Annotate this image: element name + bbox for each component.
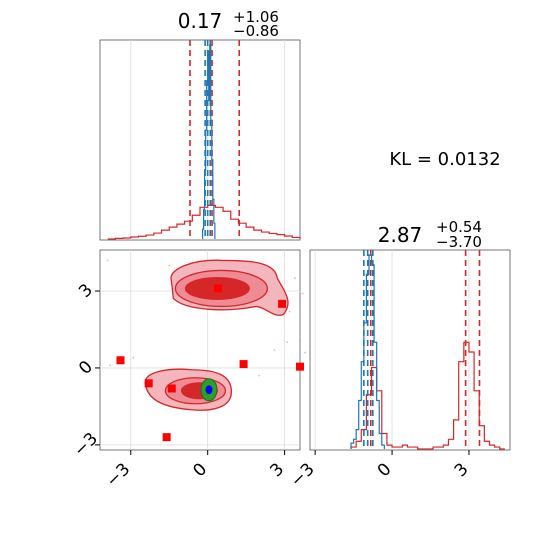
- panel-joint-markers: [116, 284, 304, 442]
- xtick-label: −3: [102, 459, 134, 491]
- sample-dot: [288, 310, 291, 313]
- sample-dot: [106, 259, 109, 262]
- marker-square: [239, 360, 248, 369]
- ytick-label: 0: [75, 357, 97, 379]
- panel-marginal-1-series: [107, 40, 301, 240]
- xtick-label: 0: [374, 459, 396, 481]
- panel-marginal-1-title: 0.17: [178, 9, 223, 33]
- panel-marginal-2-title-sup: +0.54: [436, 218, 482, 236]
- panel-marginal-2-grid: [314, 250, 470, 450]
- panel-marginal-2-series: [350, 250, 505, 450]
- sample-dot: [299, 336, 301, 339]
- sample-dot: [273, 349, 276, 351]
- panel-marginal-2-frame: [309, 249, 511, 451]
- sample-dot: [132, 356, 135, 359]
- ytick-label: −3: [70, 429, 102, 461]
- marker-square: [213, 284, 222, 293]
- panel-joint-yticks: −3 0 3: [70, 280, 102, 461]
- panel-joint-xticks: −3 0 3: [102, 450, 288, 491]
- panel-marginal-2-title: 2.87: [378, 223, 423, 247]
- sample-dot: [286, 341, 289, 344]
- sample-dot: [301, 292, 304, 295]
- panel-marginal-1-title-sup: +1.06: [233, 8, 279, 26]
- panel-marginal-1-title-sub: −0.86: [233, 22, 279, 40]
- ytick-label: 3: [75, 280, 97, 302]
- xtick-label: 3: [451, 459, 473, 481]
- marker-square: [116, 356, 125, 365]
- sample-dot: [168, 264, 171, 267]
- marker-square: [144, 379, 153, 388]
- xtick-label: 0: [189, 459, 211, 481]
- panel-joint-contours: [106, 259, 307, 411]
- panel-marginal-2-title-sub: −3.70: [436, 233, 482, 251]
- sample-dot: [293, 277, 296, 280]
- histogram-series-0: [107, 204, 301, 240]
- panel-joint-frame: [99, 249, 301, 451]
- panel-marginal-1-frame: [99, 39, 301, 241]
- panel-marginal-2-xticks: −3 0 3: [287, 450, 473, 491]
- kl-annotation: KL = 0.0132: [389, 149, 500, 170]
- marker-square: [167, 384, 176, 393]
- marker-square: [278, 299, 287, 308]
- xtick-label: −3: [287, 459, 319, 491]
- sample-dot: [109, 364, 112, 367]
- panel-marginal-1: 0.17 +1.06 −0.86: [99, 8, 301, 241]
- sample-dot: [258, 374, 260, 377]
- sample-dot: [304, 351, 307, 354]
- panel-marginal-2: −3 0 3 2.87 +0.54 −3.70: [287, 218, 511, 491]
- panel-joint: −3 0 3 −3 0 3: [70, 249, 307, 491]
- histogram-series-0: [350, 341, 505, 450]
- narrow-posterior-inner: [205, 385, 213, 395]
- xtick-label: 3: [266, 459, 288, 481]
- marker-square: [296, 362, 304, 371]
- marker-square: [162, 433, 171, 442]
